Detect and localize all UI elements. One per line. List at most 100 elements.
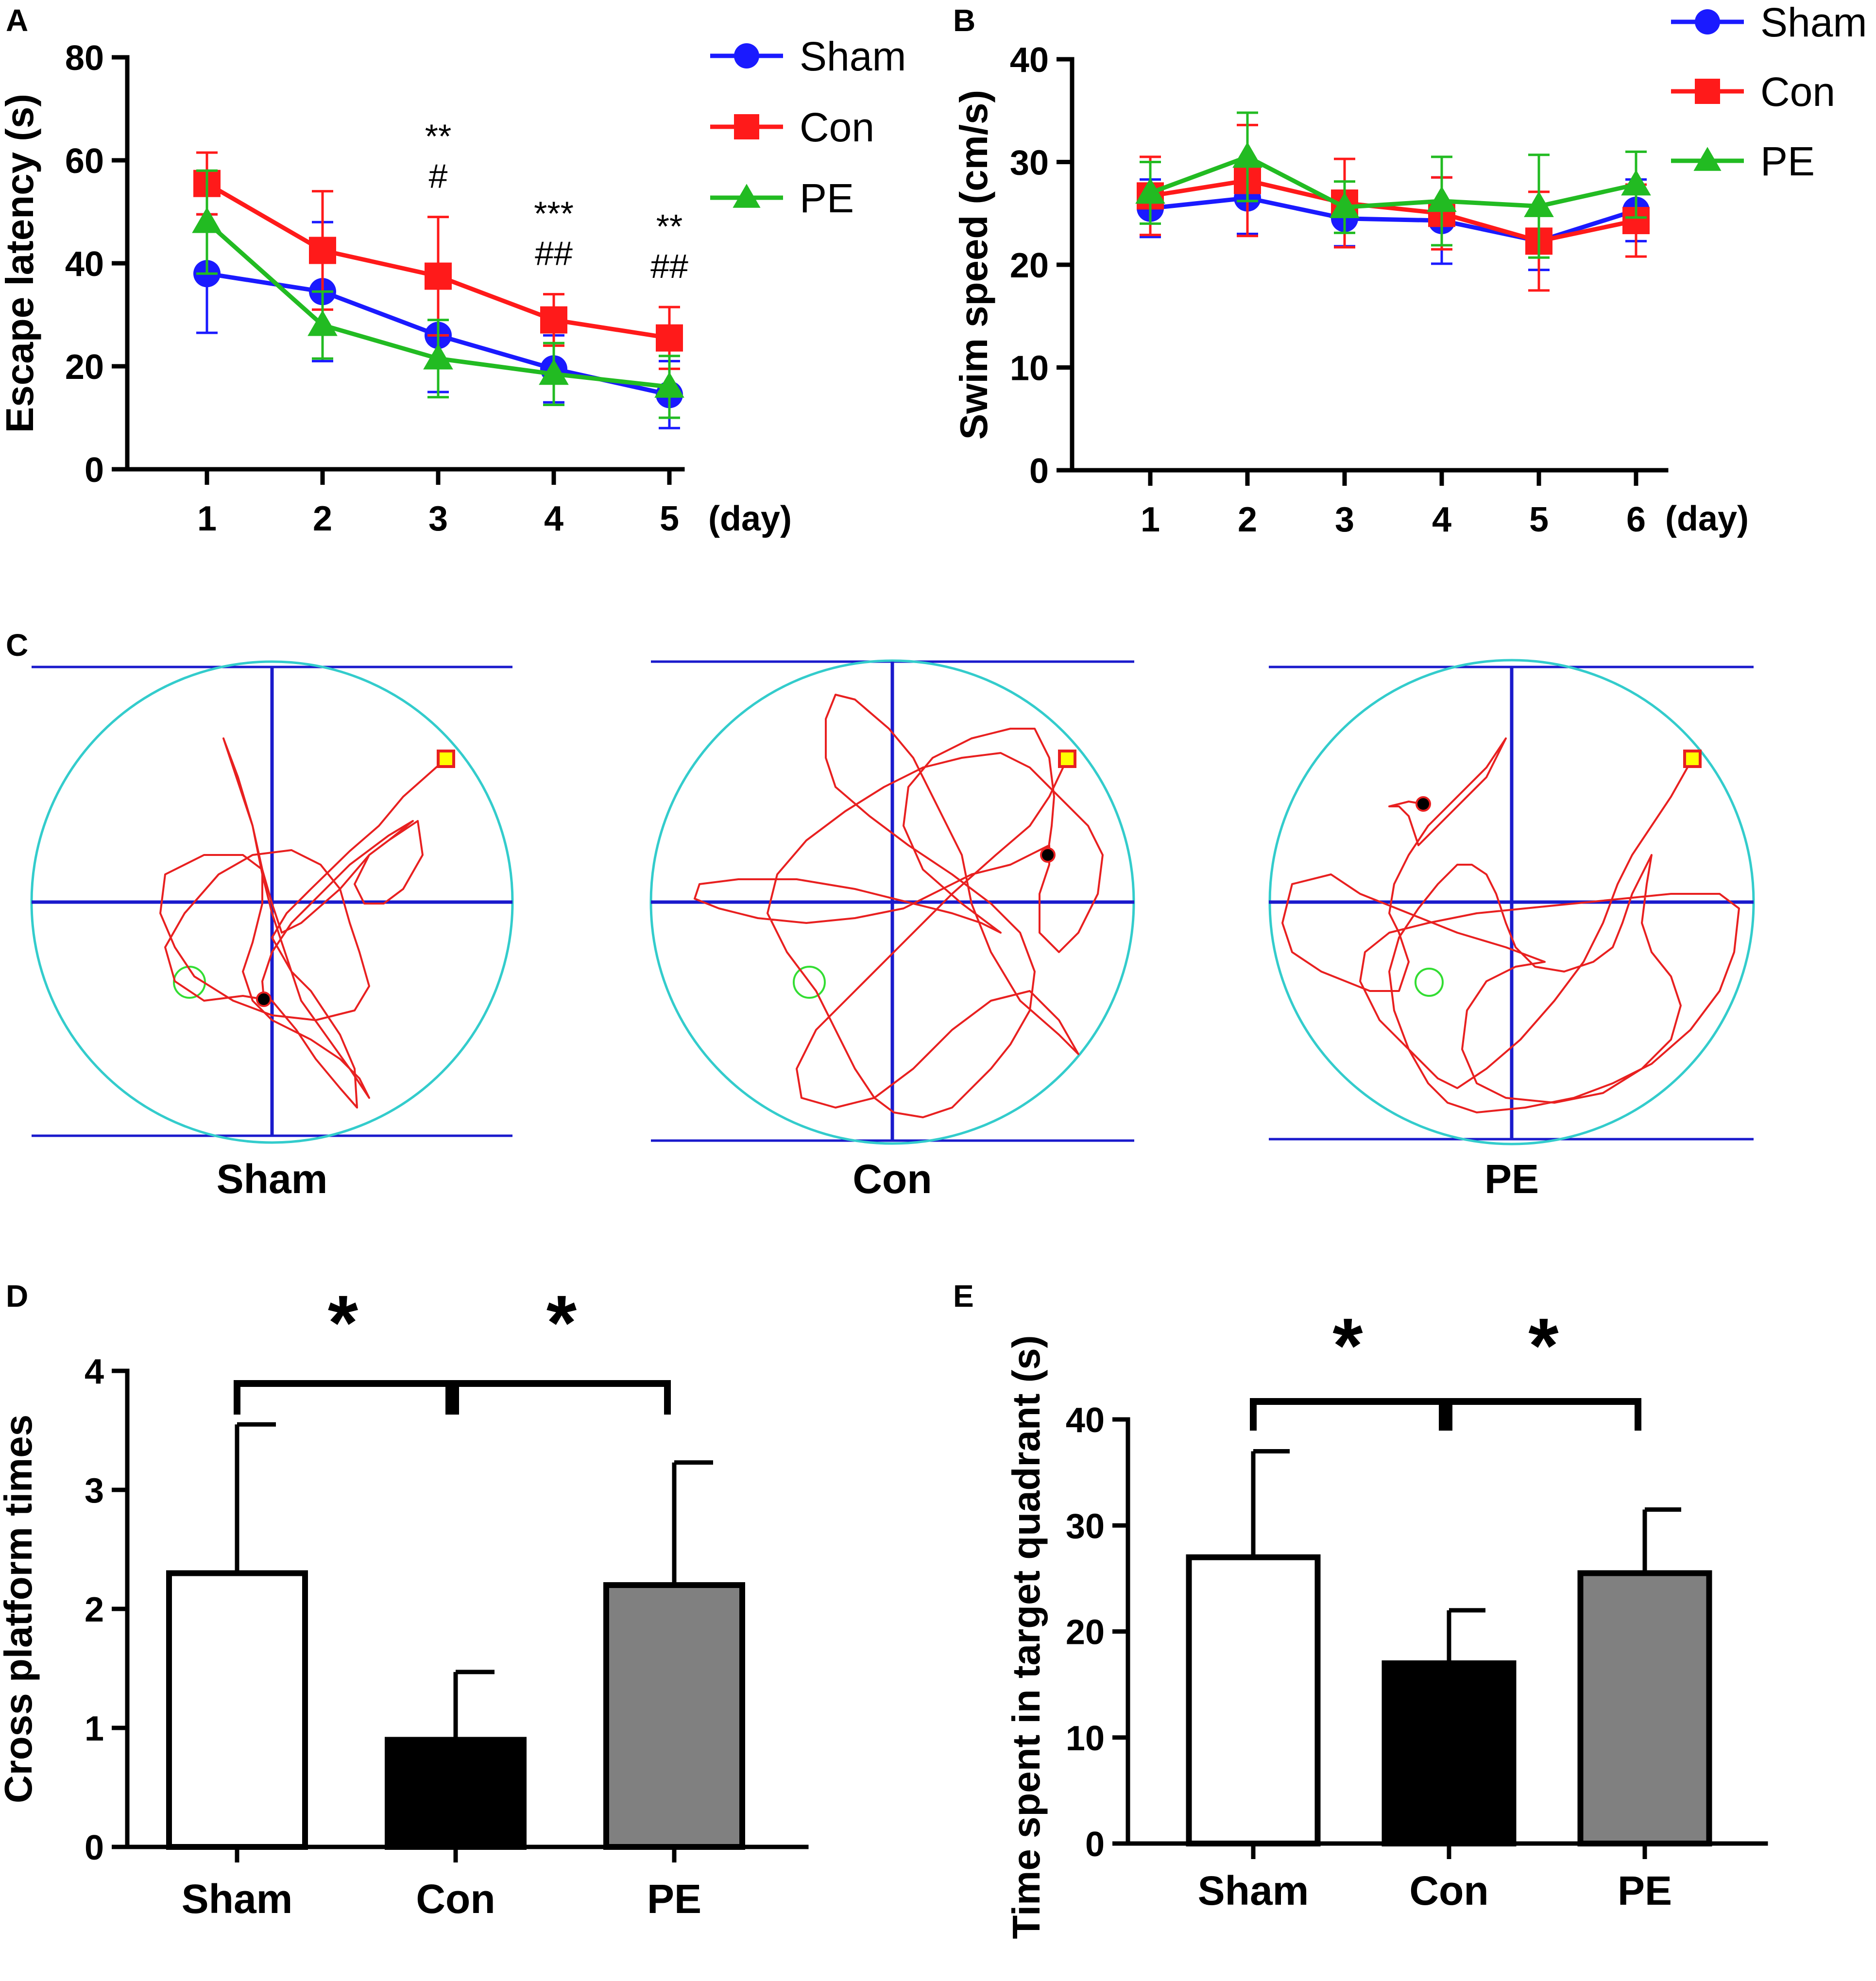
swim-path — [159, 737, 447, 1109]
panel-b-x-tick-label: 1 — [1141, 500, 1160, 539]
panel-d-y-tick-label: 3 — [85, 1471, 104, 1510]
series-pe-point — [423, 343, 453, 370]
series-pe-point — [539, 359, 569, 385]
significance-star: * — [546, 1279, 577, 1366]
panel-e-y-tick-label: 10 — [1066, 1719, 1105, 1758]
significance-star: * — [328, 1279, 358, 1366]
panel-a-y-tick-label: 20 — [65, 348, 104, 387]
start-marker — [437, 750, 455, 768]
track-plot-pe — [1268, 659, 1755, 1145]
panel-b-y-tick-label: 40 — [1010, 41, 1049, 80]
panel-b-x-tick-label: 4 — [1432, 500, 1451, 539]
panel-b-y-tick-label: 0 — [1029, 452, 1049, 491]
platform-marker — [793, 966, 826, 999]
series-pe-point — [1427, 186, 1457, 212]
panel-a-y-tick-label: 0 — [85, 451, 104, 490]
series-con-point — [425, 262, 452, 290]
track-plot-con — [649, 659, 1135, 1145]
bar-con — [1381, 1660, 1517, 1847]
bar-pe — [603, 1582, 745, 1850]
series-pe-point — [1621, 170, 1651, 196]
panel-e-y-tick-label: 40 — [1066, 1401, 1105, 1440]
series-pe — [1135, 111, 1651, 259]
series-con-point — [540, 306, 567, 334]
bar-con — [385, 1737, 527, 1850]
legend-sham-swatch-marker — [1695, 9, 1720, 34]
legend-con-label: Con — [800, 104, 874, 150]
panel-d-cross-platform-chart: Cross platform times 0 1 2 3 4 Sham Con PE * * — [0, 1279, 809, 1922]
series-con-point — [656, 324, 683, 352]
panel-a-x-axis-title: (day) — [708, 499, 792, 538]
panel-a-x-tick-label: 2 — [313, 499, 332, 538]
series-pe-point — [1524, 191, 1554, 217]
panel-d-y-tick-label: 1 — [85, 1709, 104, 1748]
end-marker — [1040, 847, 1056, 863]
series-pe-point — [1232, 142, 1262, 168]
series-sham — [1137, 161, 1650, 272]
start-marker — [1058, 750, 1076, 768]
series-pe-point — [1135, 178, 1165, 204]
legend-pe-label: PE — [1760, 138, 1815, 184]
panel-letter-e: E — [953, 1279, 974, 1314]
legend-pe-swatch-marker — [1693, 147, 1722, 171]
panel-a-x-tick-label: 4 — [544, 499, 563, 538]
panel-b-x-tick-label: 2 — [1238, 500, 1257, 539]
end-marker — [256, 991, 272, 1007]
panel-letter-c: C — [6, 628, 28, 663]
significance-annotation: # — [429, 157, 448, 195]
panel-e-x-tick-label: PE — [1618, 1868, 1672, 1913]
panel-letter-b: B — [953, 3, 975, 38]
panel-b-x-axis-title: (day) — [1665, 499, 1749, 538]
significance-annotation: *** — [534, 195, 574, 233]
bar-sham — [166, 1570, 308, 1850]
panel-b-x-tick-label: 3 — [1335, 500, 1354, 539]
panel-d-x-tick-label: PE — [647, 1876, 701, 1922]
series-con-point — [309, 237, 336, 264]
series-con — [1137, 123, 1650, 292]
panel-d-y-tick-label: 2 — [85, 1590, 104, 1629]
platform-marker — [173, 966, 206, 999]
series-con-line — [1150, 178, 1637, 243]
panel-letter-d: D — [6, 1279, 28, 1314]
panel-e-y-tick-label: 30 — [1066, 1507, 1105, 1546]
significance-annotation: ** — [656, 207, 682, 245]
series-pe-point — [654, 372, 684, 398]
series-pe-point — [1330, 192, 1360, 218]
panel-b-x-tick-label: 5 — [1529, 500, 1549, 539]
track-label-sham: Sham — [217, 1156, 328, 1202]
significance-bracket — [452, 1380, 671, 1415]
panel-b-y-axis-title: Swim speed (cm/s) — [952, 90, 995, 440]
legend-con-label: Con — [1760, 69, 1835, 115]
significance-bracket — [1250, 1398, 1446, 1431]
start-marker — [1683, 750, 1702, 768]
panel-b-swim-speed-chart: Swim speed (cm/s) (day) 0 10 20 30 40 1 2 3 4 5 6… — [952, 0, 1867, 539]
swim-path — [1281, 737, 1740, 1113]
panel-e-y-axis-title: Time spent in target quadrant (s) — [1005, 1335, 1048, 1939]
significance-annotation: ## — [535, 235, 573, 273]
panel-e-y-tick-label: 0 — [1085, 1825, 1105, 1864]
panel-d-y-tick-label: 4 — [85, 1352, 104, 1391]
panel-b-y-tick-label: 30 — [1010, 144, 1049, 183]
panel-e-y-tick-label: 20 — [1066, 1613, 1105, 1652]
bar-pe — [1577, 1570, 1712, 1846]
legend-pe-label: PE — [800, 175, 854, 221]
panel-a-escape-latency-chart: Escape latency (s) (day) 0 20 40 60 80 1 2 3 4 5… — [0, 34, 906, 538]
panel-d-x-tick-label: Sham — [182, 1876, 293, 1922]
track-label-con: Con — [853, 1156, 932, 1202]
significance-annotation: ## — [650, 247, 688, 285]
track-plot-sham — [30, 660, 514, 1144]
panel-a-x-tick-label: 3 — [428, 499, 448, 538]
panel-b-axes — [1070, 57, 1669, 473]
end-marker — [1416, 796, 1431, 812]
legend-pe-swatch-marker — [733, 184, 761, 208]
panel-a-y-axis-title: Escape latency (s) — [0, 94, 41, 433]
panel-letter-a: A — [6, 3, 28, 38]
panel-a-y-tick-label: 80 — [65, 39, 104, 78]
series-pe — [192, 169, 684, 419]
legend-sham-label: Sham — [800, 34, 906, 79]
panel-a-y-tick-label: 40 — [65, 245, 104, 284]
panel-e-x-tick-label: Sham — [1198, 1868, 1309, 1913]
panel-d-y-axis-title: Cross platform times — [0, 1415, 40, 1803]
significance-bracket — [1446, 1398, 1641, 1431]
